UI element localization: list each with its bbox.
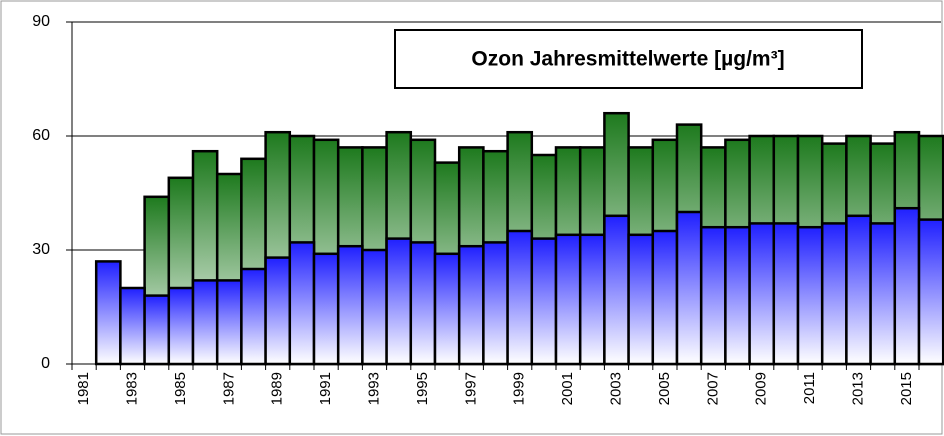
x-tick-label: 2015: [898, 372, 915, 405]
x-tick-label: 2003: [607, 372, 624, 405]
x-tick-label: 1985: [172, 372, 189, 405]
bar: [917, 218, 944, 366]
bar: [869, 222, 897, 366]
x-tick-label: 1993: [365, 372, 382, 405]
x-tick-label: 2009: [753, 372, 770, 405]
bar: [94, 260, 122, 366]
x-tick-label: 1991: [317, 372, 334, 405]
bar: [312, 252, 340, 366]
bar: [215, 279, 243, 366]
y-tick-label: 60: [32, 127, 50, 144]
y-tick-label: 30: [32, 241, 50, 258]
y-tick-label: 90: [32, 13, 50, 30]
bar: [457, 244, 485, 366]
x-tick-label: 2001: [559, 372, 576, 405]
x-tick-label: 1995: [414, 372, 431, 405]
bar: [167, 286, 195, 366]
bar: [288, 241, 316, 366]
bar: [385, 237, 413, 366]
y-tick-label: 0: [41, 355, 50, 372]
bar: [748, 222, 776, 366]
bar: [603, 214, 630, 366]
bar: [191, 279, 219, 366]
bar: [482, 241, 509, 366]
x-tick-label: 1997: [462, 372, 479, 405]
bar: [433, 252, 461, 366]
x-tick-label: 2007: [704, 372, 721, 405]
x-tick-label: 1983: [123, 372, 140, 405]
bar: [724, 225, 751, 366]
bar: [409, 241, 437, 366]
bar: [578, 233, 606, 366]
x-tick-label: 1989: [269, 372, 286, 405]
x-tick-label: 2013: [849, 372, 866, 405]
bar: [772, 222, 800, 366]
x-tick-label: 2005: [656, 372, 673, 405]
x-tick-label: 1999: [511, 372, 528, 405]
bar: [796, 225, 824, 366]
bar: [820, 222, 848, 366]
bar: [845, 214, 872, 366]
bar: [336, 244, 364, 366]
bar: [119, 286, 146, 366]
bar: [893, 206, 921, 366]
x-tick-label: 1981: [75, 372, 92, 405]
bar: [675, 210, 703, 366]
bar: [627, 233, 655, 366]
chart-title: Ozon Jahresmittelwerte [µg/m³]: [471, 48, 784, 71]
bar: [143, 294, 171, 366]
title-box: [394, 29, 863, 89]
bar: [699, 225, 727, 366]
bar: [240, 267, 267, 366]
bar: [506, 229, 534, 366]
bar: [361, 248, 388, 366]
x-tick-label: 2011: [801, 372, 818, 404]
bar: [530, 237, 558, 366]
bar: [264, 256, 292, 366]
bar: [651, 229, 679, 366]
x-tick-label: 1987: [220, 372, 237, 405]
bar: [554, 233, 582, 366]
